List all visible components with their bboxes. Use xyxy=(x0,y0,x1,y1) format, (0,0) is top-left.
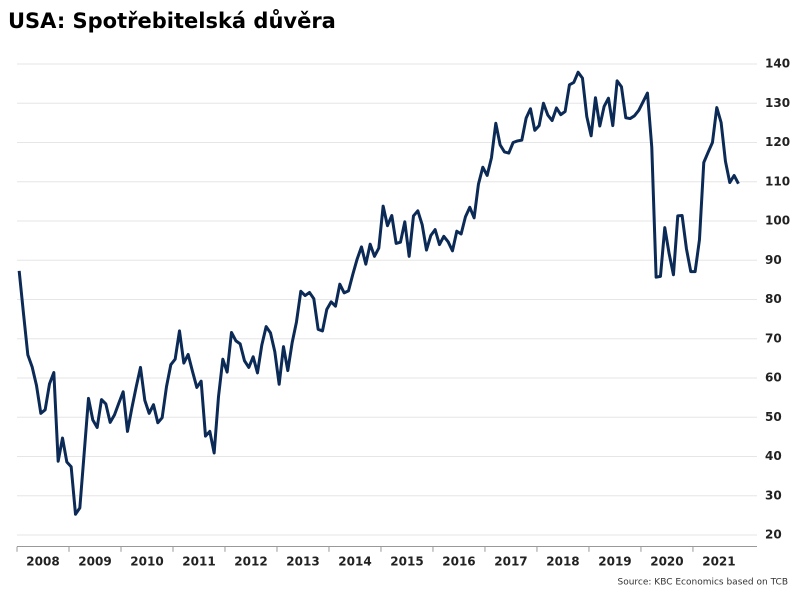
x-tick-label: 2016 xyxy=(442,554,475,568)
x-tick-label: 2013 xyxy=(286,554,319,568)
x-tick-label: 2009 xyxy=(78,554,111,568)
y-tick-label: 100 xyxy=(765,214,790,228)
x-tick-label: 2017 xyxy=(494,554,527,568)
x-tick-label: 2011 xyxy=(182,554,215,568)
x-tick-label: 2018 xyxy=(546,554,579,568)
y-tick-label: 120 xyxy=(765,135,790,149)
x-tick-label: 2021 xyxy=(702,554,735,568)
y-tick-label: 60 xyxy=(765,371,782,385)
line xyxy=(17,70,740,516)
x-tick-label: 2019 xyxy=(598,554,631,568)
x-tick-label: 2008 xyxy=(26,554,59,568)
y-tick-label: 110 xyxy=(765,174,790,188)
x-tick-label: 2010 xyxy=(130,554,163,568)
y-tick-label: 40 xyxy=(765,449,782,463)
y-tick-label: 130 xyxy=(765,96,790,110)
y-tick-label: 20 xyxy=(765,528,782,542)
y-tick-label: 50 xyxy=(765,410,782,424)
x-tick-label: 2012 xyxy=(234,554,267,568)
y-tick-label: 70 xyxy=(765,331,782,345)
x-tick-label: 2015 xyxy=(390,554,423,568)
x-tick-label: 2014 xyxy=(338,554,371,568)
source: Source: KBC Economics based on TCB xyxy=(617,578,788,588)
y-tick-label: 30 xyxy=(765,488,782,502)
y-tick-label: 90 xyxy=(765,253,782,267)
y-tick-label: 80 xyxy=(765,292,782,306)
x-tick-label: 2020 xyxy=(650,554,683,568)
chart-title: USA: Spotřebitelská důvěra xyxy=(8,9,336,33)
y-tick-label: 140 xyxy=(765,57,790,71)
